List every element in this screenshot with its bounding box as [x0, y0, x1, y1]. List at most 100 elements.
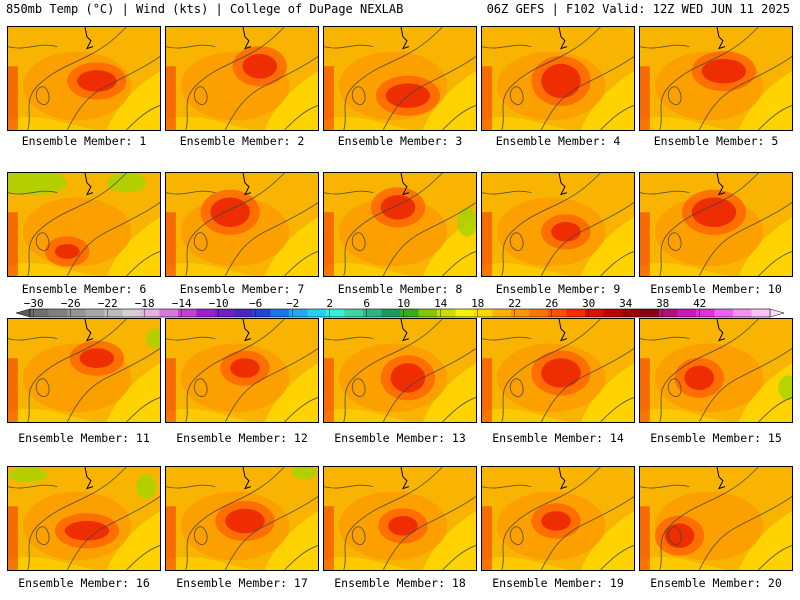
member-map-panel — [165, 172, 319, 277]
colorbar-swatch — [104, 309, 123, 317]
colorbar-swatch — [659, 309, 678, 317]
member-map-panel — [7, 172, 161, 277]
colorbar-swatch — [529, 309, 549, 317]
header-run-info: 06Z GEFS | F102 Valid: 12Z WED JUN 11 20… — [486, 2, 790, 16]
colorbar-tick-label: −14 — [172, 297, 192, 310]
member-map-panel — [639, 318, 793, 423]
colorbar-swatch — [455, 309, 475, 317]
colorbar-swatch — [622, 309, 641, 317]
member-map-panel — [639, 466, 793, 571]
member-map-panel — [323, 466, 477, 571]
member-map-panel — [639, 26, 793, 131]
member-caption: Ensemble Member: 1 — [21, 134, 147, 148]
member-caption: Ensemble Member: 2 — [179, 134, 305, 148]
colorbar-tick-label: 22 — [508, 297, 521, 310]
colorbar-swatch — [733, 309, 752, 317]
member-caption: Ensemble Member: 8 — [337, 282, 463, 296]
colorbar-tick-label: 10 — [397, 297, 410, 310]
colorbar-swatch — [381, 309, 401, 317]
member-caption: Ensemble Member: 13 — [334, 431, 466, 445]
colorbar-swatch — [270, 309, 290, 317]
member-map-panel — [481, 318, 635, 423]
colorbar-swatch — [196, 309, 216, 317]
colorbar-swatch — [400, 309, 419, 317]
colorbar-tick-label: −30 — [24, 297, 44, 310]
colorbar-swatch — [141, 309, 160, 317]
member-map-panel — [165, 318, 319, 423]
member-caption: Ensemble Member: 9 — [495, 282, 621, 296]
member-map-panel — [481, 26, 635, 131]
member-map-panel — [639, 172, 793, 277]
colorbar-swatch — [122, 309, 142, 317]
member-map-panel — [165, 466, 319, 571]
colorbar-tick-label: 18 — [471, 297, 484, 310]
colorbar-tick-label: −6 — [249, 297, 262, 310]
colorbar-tick-label: 30 — [582, 297, 595, 310]
member-caption: Ensemble Member: 14 — [492, 431, 624, 445]
colorbar-swatch — [751, 309, 771, 317]
colorbar-swatch — [30, 309, 49, 317]
member-caption: Ensemble Member: 15 — [650, 431, 782, 445]
member-caption: Ensemble Member: 20 — [650, 576, 782, 590]
colorbar-tick-label: −18 — [135, 297, 155, 310]
member-caption: Ensemble Member: 12 — [176, 431, 308, 445]
member-caption: Ensemble Member: 11 — [18, 431, 150, 445]
colorbar-swatch — [344, 309, 364, 317]
colorbar-swatch — [511, 309, 530, 317]
header-title: 850mb Temp (°C) | Wind (kts) | College o… — [6, 2, 404, 16]
member-caption: Ensemble Member: 6 — [21, 282, 147, 296]
member-caption: Ensemble Member: 3 — [337, 134, 463, 148]
colorbar-swatch — [159, 309, 179, 317]
colorbar-tick-label: 42 — [693, 297, 706, 310]
colorbar-swatch — [326, 309, 345, 317]
colorbar-swatch — [307, 309, 327, 317]
colorbar-tick-label: 14 — [434, 297, 448, 310]
colorbar-swatch — [363, 309, 382, 317]
colorbar-swatch — [437, 309, 456, 317]
member-caption: Ensemble Member: 4 — [495, 134, 621, 148]
colorbar-swatch — [215, 309, 234, 317]
member-caption: Ensemble Member: 17 — [176, 576, 308, 590]
colorbar-swatch — [289, 309, 308, 317]
colorbar-max-arrow — [769, 308, 785, 318]
colorbar-swatch — [585, 309, 604, 317]
colorbar-swatch — [48, 309, 68, 317]
colorbar-tick-label: −10 — [209, 297, 229, 310]
member-caption: Ensemble Member: 10 — [650, 282, 782, 296]
colorbar-swatch — [492, 309, 512, 317]
colorbar-swatch — [178, 309, 197, 317]
member-caption: Ensemble Member: 18 — [334, 576, 466, 590]
member-caption: Ensemble Member: 5 — [653, 134, 779, 148]
colorbar-tick-label: 2 — [326, 297, 333, 310]
member-map-panel — [481, 172, 635, 277]
colorbar-tick-label: 6 — [363, 297, 370, 310]
colorbar-tick-label: −26 — [61, 297, 81, 310]
member-map-panel — [7, 318, 161, 423]
colorbar-swatch — [233, 309, 253, 317]
member-map-panel — [481, 466, 635, 571]
colorbar-swatch — [714, 309, 734, 317]
colorbar-min-arrow — [15, 308, 31, 318]
colorbar-swatch — [566, 309, 586, 317]
member-caption: Ensemble Member: 19 — [492, 576, 624, 590]
member-caption: Ensemble Member: 7 — [179, 282, 305, 296]
member-caption: Ensemble Member: 16 — [18, 576, 150, 590]
colorbar-tick-label: 34 — [619, 297, 633, 310]
temperature-colorbar: −30 −26 −22 −18 −14 −10 −6 −2 2 6 10 14 18 22 26 30 34 38… — [0, 296, 800, 322]
colorbar-tick-label: −22 — [98, 297, 118, 310]
member-map-panel — [323, 318, 477, 423]
member-map-panel — [7, 26, 161, 131]
colorbar-tick-label: 26 — [545, 297, 558, 310]
colorbar-swatch — [677, 309, 697, 317]
colorbar-swatch — [548, 309, 567, 317]
colorbar-swatch — [474, 309, 493, 317]
colorbar-swatch — [85, 309, 105, 317]
member-map-panel — [323, 26, 477, 131]
member-map-panel — [323, 172, 477, 277]
colorbar-swatch — [603, 309, 623, 317]
colorbar-swatch — [696, 309, 715, 317]
colorbar-swatch — [252, 309, 271, 317]
member-map-panel — [165, 26, 319, 131]
colorbar-tick-label: 38 — [656, 297, 669, 310]
colorbar-tick-label: −2 — [286, 297, 299, 310]
